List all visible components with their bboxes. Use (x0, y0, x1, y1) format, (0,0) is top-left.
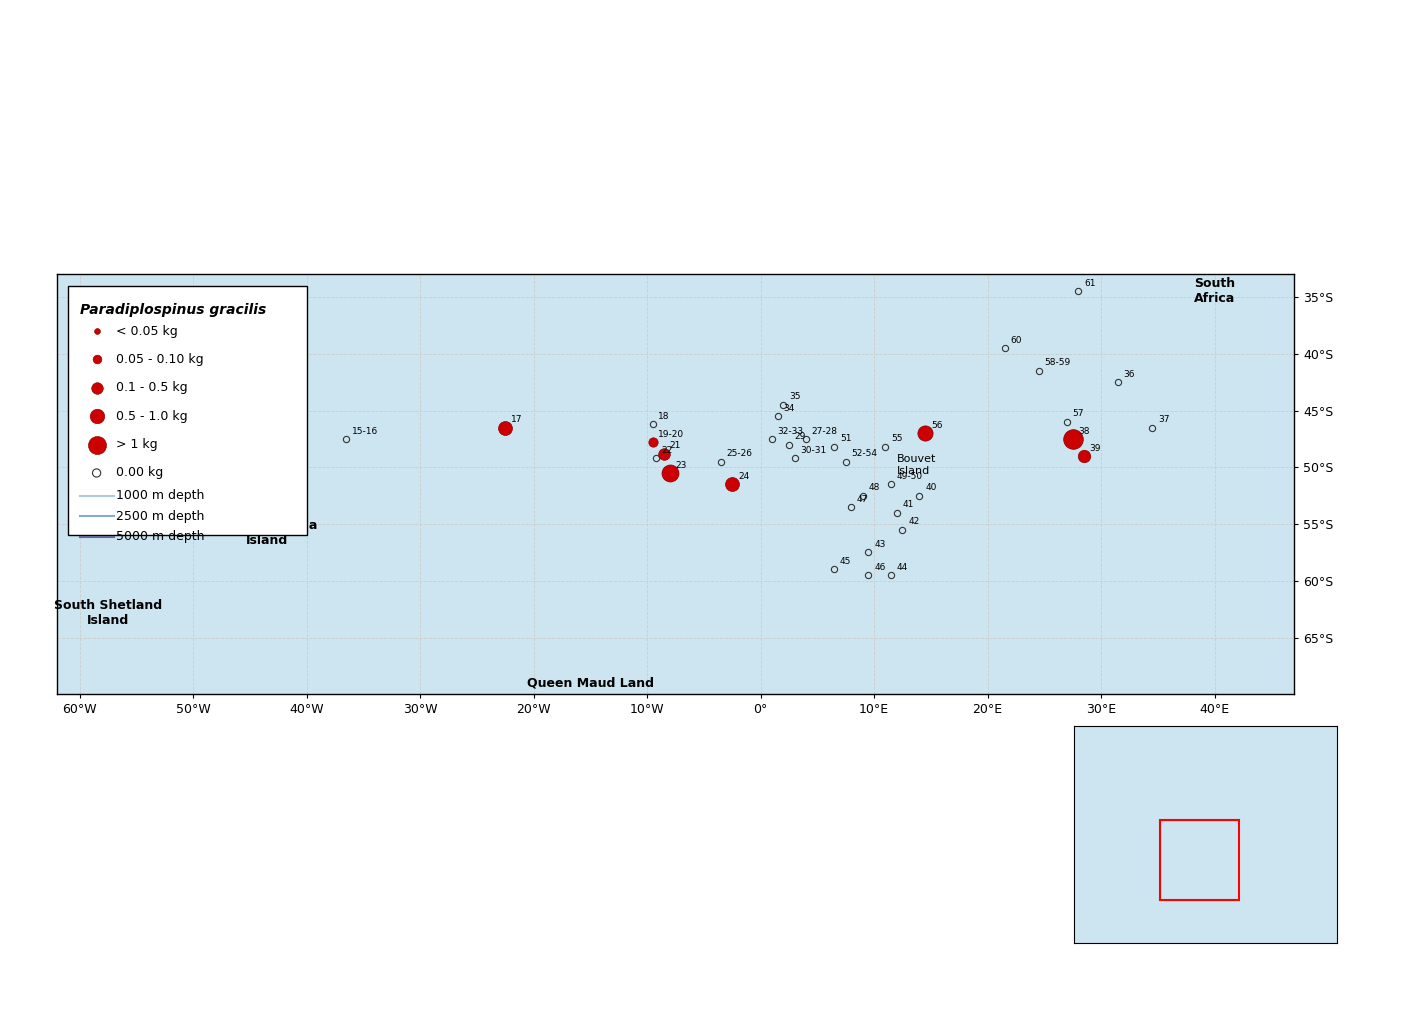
Text: 57: 57 (1072, 410, 1084, 419)
Text: 40: 40 (926, 483, 937, 492)
Text: 51: 51 (840, 435, 852, 444)
Text: 60: 60 (1010, 336, 1022, 345)
Text: 48: 48 (869, 483, 880, 492)
Point (1061, 431, 1084, 447)
Text: 30-31: 30-31 (801, 446, 826, 455)
Text: 19-20: 19-20 (658, 430, 684, 439)
Text: 18: 18 (658, 412, 670, 421)
Text: 2500 m depth: 2500 m depth (117, 510, 205, 523)
Text: 25-26: 25-26 (727, 449, 752, 458)
Point (914, 425, 937, 441)
Text: 46: 46 (875, 563, 886, 572)
Text: 35: 35 (789, 393, 801, 402)
Text: 41: 41 (903, 500, 914, 510)
Text: 32-33: 32-33 (778, 427, 803, 436)
Text: 37: 37 (1158, 415, 1169, 424)
Text: 42: 42 (909, 518, 920, 527)
Point (85, 465, 108, 481)
Text: South Georgia
Island: South Georgia Island (216, 519, 317, 547)
Text: 52-54: 52-54 (852, 449, 877, 458)
Point (85, 351, 108, 367)
Text: > 1 kg: > 1 kg (117, 438, 158, 451)
Text: 43: 43 (875, 540, 886, 549)
Text: 58-59: 58-59 (1044, 358, 1071, 367)
Text: 47: 47 (857, 494, 869, 503)
Text: 55: 55 (892, 435, 903, 444)
Point (1072, 448, 1095, 464)
Text: South
Africa: South Africa (1194, 277, 1236, 306)
Point (653, 446, 675, 462)
Text: 61: 61 (1084, 278, 1095, 288)
Point (85, 437, 108, 453)
Point (85, 409, 108, 425)
Text: 0.1 - 0.5 kg: 0.1 - 0.5 kg (117, 381, 188, 395)
Text: 27-28: 27-28 (812, 427, 838, 436)
Text: 24: 24 (738, 472, 749, 481)
Point (658, 465, 681, 481)
Text: South Shetland
Island: South Shetland Island (54, 598, 162, 627)
Text: 22: 22 (661, 446, 673, 455)
Text: 45: 45 (840, 557, 852, 566)
Text: 36: 36 (1123, 369, 1135, 378)
Text: 38: 38 (1078, 427, 1089, 436)
Point (85, 379, 108, 396)
Text: 5000 m depth: 5000 m depth (117, 530, 205, 543)
Point (85, 323, 108, 339)
Bar (1160, 819, 1240, 900)
Text: Queen Maud Land: Queen Maud Land (526, 676, 654, 689)
Text: 0.5 - 1.0 kg: 0.5 - 1.0 kg (117, 410, 188, 423)
Text: 0.00 kg: 0.00 kg (117, 466, 164, 479)
Text: 29: 29 (795, 432, 806, 441)
Text: 1000 m depth: 1000 m depth (117, 489, 205, 502)
Text: 21: 21 (670, 441, 681, 450)
Text: 49-50: 49-50 (897, 472, 923, 481)
Text: 56: 56 (931, 421, 943, 430)
Text: 15-16: 15-16 (353, 427, 378, 436)
Text: 39: 39 (1089, 444, 1101, 453)
Text: 44: 44 (897, 563, 909, 572)
Text: 23: 23 (675, 460, 687, 469)
Text: 1-14: 1-14 (262, 500, 282, 510)
Text: < 0.05 kg: < 0.05 kg (117, 325, 178, 338)
Text: Paradiplospinus gracilis: Paradiplospinus gracilis (80, 303, 266, 317)
Text: 34: 34 (784, 404, 795, 413)
Point (641, 434, 664, 450)
Text: 0.05 - 0.10 kg: 0.05 - 0.10 kg (117, 353, 203, 366)
Point (721, 476, 744, 492)
Point (493, 420, 516, 436)
FancyBboxPatch shape (68, 286, 307, 536)
Text: 17: 17 (510, 415, 522, 424)
Text: Bouvet
Island: Bouvet Island (897, 454, 936, 476)
